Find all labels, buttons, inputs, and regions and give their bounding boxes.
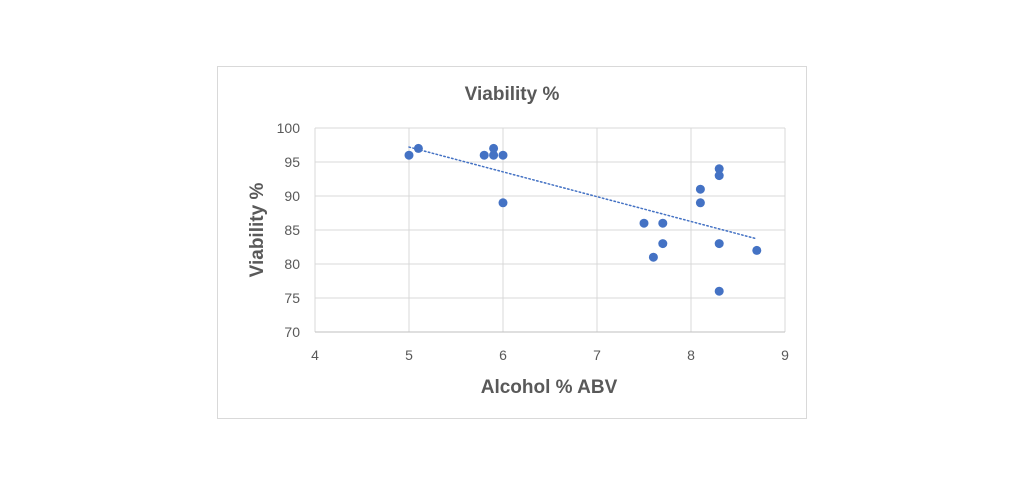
- y-axis-title: Viability %: [247, 183, 268, 278]
- data-point: [714, 171, 724, 181]
- data-point: [404, 150, 414, 160]
- y-tick-label: 85: [284, 222, 300, 238]
- data-points: [404, 143, 762, 296]
- y-tick-label: 70: [284, 324, 300, 340]
- data-point: [639, 218, 649, 228]
- x-tick-label: 4: [311, 347, 319, 363]
- data-point: [695, 198, 705, 208]
- y-tick-label: 80: [284, 256, 300, 272]
- data-point: [413, 143, 423, 153]
- x-tick-label: 7: [593, 347, 601, 363]
- data-point: [489, 150, 499, 160]
- data-point: [498, 198, 508, 208]
- data-point: [658, 218, 668, 228]
- y-tick-labels: 70 75 80 85 90 95 100: [277, 120, 301, 340]
- data-point: [714, 164, 724, 174]
- data-point: [714, 286, 724, 296]
- x-axis-title: Alcohol % ABV: [481, 377, 618, 398]
- data-point: [489, 143, 499, 153]
- y-tick-label: 100: [277, 120, 301, 136]
- data-point: [752, 245, 762, 255]
- gridlines: [314, 127, 786, 333]
- data-point: [648, 252, 658, 262]
- data-point: [695, 184, 705, 194]
- data-point: [658, 239, 668, 249]
- data-point: [714, 239, 724, 249]
- trendline: [408, 146, 758, 240]
- data-point: [479, 150, 489, 160]
- y-tick-label: 90: [284, 188, 300, 204]
- x-tick-labels: 4 5 6 7 8 9: [311, 347, 789, 363]
- data-point: [498, 150, 508, 160]
- x-tick-label: 9: [781, 347, 789, 363]
- x-tick-label: 8: [687, 347, 695, 363]
- x-tick-label: 5: [405, 347, 413, 363]
- x-tick-label: 6: [499, 347, 507, 363]
- y-tick-label: 75: [284, 290, 300, 306]
- chart-title: Viability %: [465, 84, 560, 105]
- y-tick-label: 95: [284, 154, 300, 170]
- trendline-group: [408, 146, 758, 240]
